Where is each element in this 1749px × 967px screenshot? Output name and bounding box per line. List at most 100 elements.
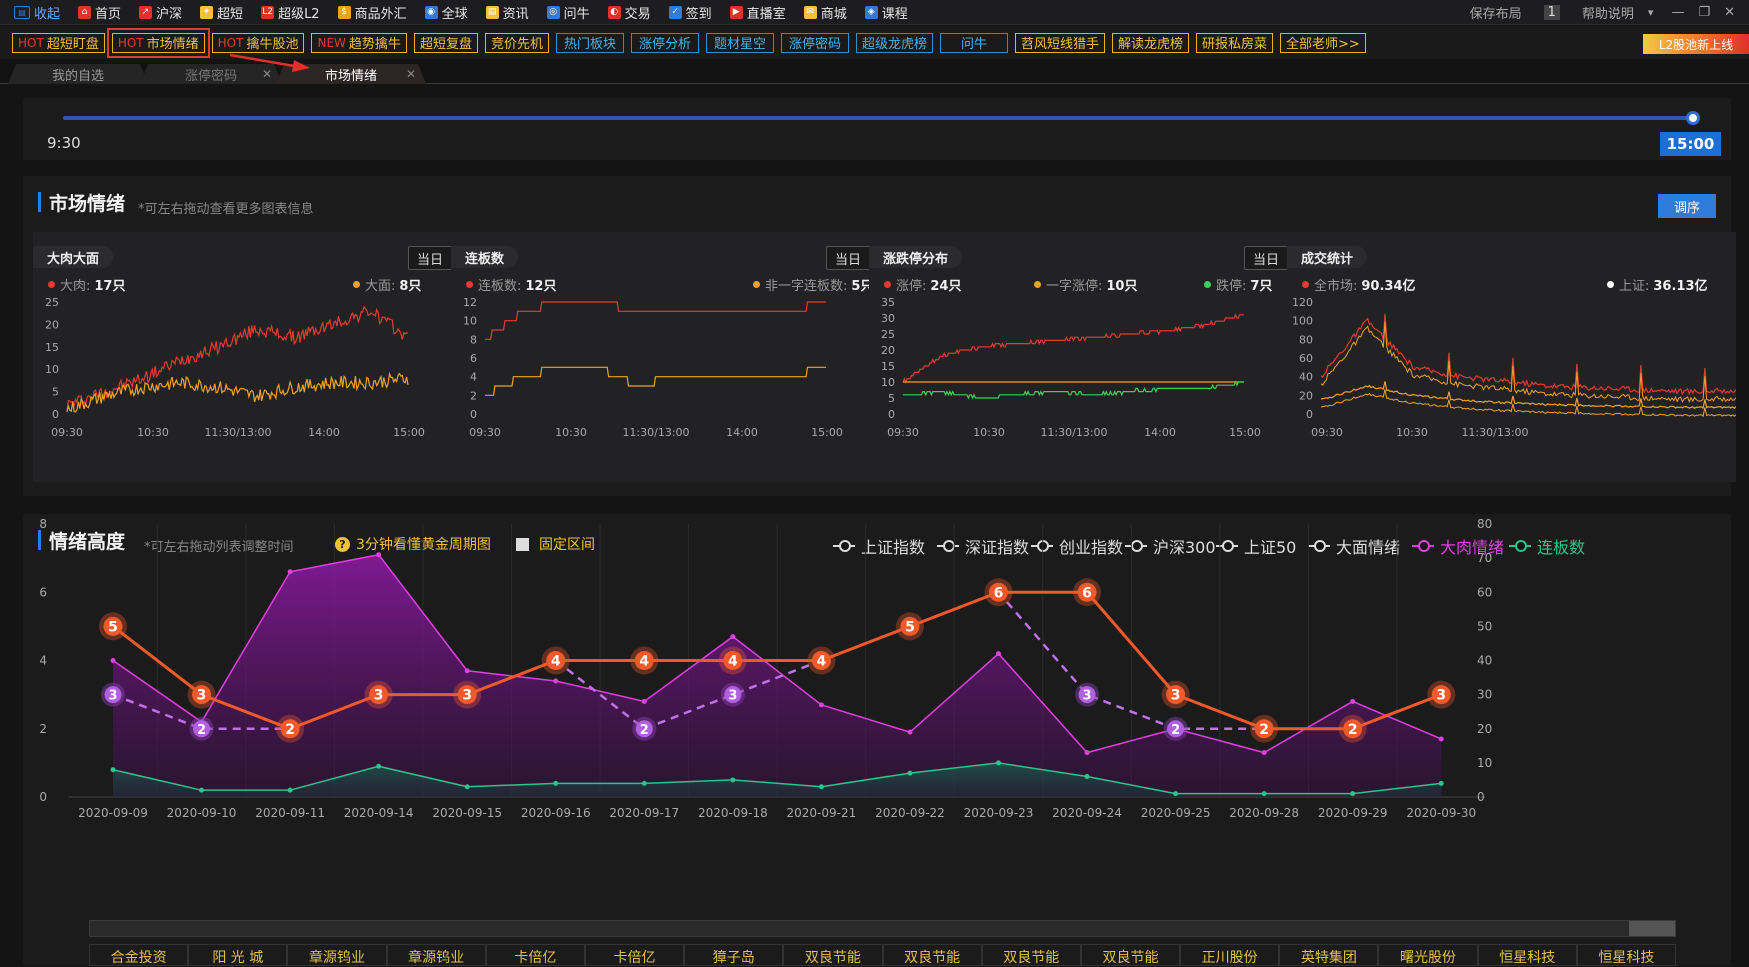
time-slider-track[interactable] bbox=[63, 116, 1693, 120]
tab-market-sentiment[interactable]: 市场情绪 ✕ bbox=[276, 64, 426, 84]
height-badge[interactable] bbox=[634, 651, 654, 670]
height-badge[interactable] bbox=[280, 719, 300, 739]
meat-sentiment-point[interactable] bbox=[996, 651, 1001, 657]
stock-cell[interactable]: 双良节能 bbox=[882, 944, 982, 966]
menu-item-8[interactable]: ◐ 交易 bbox=[607, 3, 651, 22]
height-badge[interactable] bbox=[192, 685, 212, 705]
menu-item-9[interactable]: ✓ 签到 bbox=[668, 3, 712, 22]
feature-tag[interactable]: NEW 趋势擒牛 bbox=[311, 32, 407, 53]
height-badge[interactable] bbox=[193, 720, 211, 738]
board-count-point[interactable] bbox=[376, 763, 382, 769]
board-count-point[interactable] bbox=[1350, 791, 1356, 797]
collapse-button[interactable]: ▤ 收起 bbox=[14, 3, 60, 22]
gold-cycle-help-link[interactable]: ? 3分钟看懂黄金周期图 bbox=[335, 534, 491, 554]
feature-tag[interactable]: 涨停分析 bbox=[630, 32, 699, 53]
board-count-point[interactable] bbox=[464, 784, 470, 790]
meat-sentiment-point[interactable] bbox=[730, 634, 736, 640]
chart-range-scrollbar[interactable] bbox=[89, 920, 1676, 937]
stock-cell[interactable]: 双良节能 bbox=[1080, 944, 1181, 966]
menu-item-1[interactable]: ↗ 沪深 bbox=[139, 3, 182, 22]
feature-tag[interactable]: 全部老师>> bbox=[1280, 32, 1366, 53]
board-count-point[interactable] bbox=[818, 784, 824, 790]
menu-item-10[interactable]: ▶ 直播室 bbox=[729, 3, 786, 22]
stock-cell[interactable]: 曙光股份 bbox=[1378, 944, 1478, 966]
stock-cell[interactable]: 卡倍亿 bbox=[584, 944, 685, 966]
menu-item-11[interactable]: ✉ 商城 bbox=[803, 3, 847, 22]
feature-tag[interactable]: HOT 超短盯盘 bbox=[12, 32, 105, 53]
feature-tag[interactable]: 超短复盘 bbox=[413, 32, 478, 53]
meat-sentiment-point[interactable] bbox=[818, 702, 824, 708]
series-toggle[interactable]: 深证指数 bbox=[937, 534, 1029, 558]
feature-tag[interactable]: 超级龙虎榜 bbox=[855, 32, 933, 53]
mini-line-chart[interactable]: 120 100 80 60 40 20 0 09:30 10:30 11:30/13:00 bbox=[1287, 294, 1736, 464]
board-count-point[interactable] bbox=[199, 787, 205, 793]
board-count-point[interactable] bbox=[1261, 791, 1267, 797]
series-toggle[interactable]: 沪深300 bbox=[1125, 534, 1216, 558]
stock-cell[interactable]: 双良节能 bbox=[783, 944, 883, 966]
feature-tag[interactable]: 题材星空 bbox=[705, 32, 774, 53]
board-count-point[interactable] bbox=[553, 780, 559, 786]
time-slider-handle[interactable] bbox=[1686, 111, 1700, 125]
meat-sentiment-point[interactable] bbox=[464, 668, 470, 674]
menu-item-6[interactable]: ▤ 资讯 bbox=[485, 3, 529, 22]
height-badge[interactable] bbox=[457, 685, 477, 705]
menu-item-3[interactable]: L2 超级L2 bbox=[261, 5, 320, 22]
stock-cell[interactable]: 正川股份 bbox=[1180, 944, 1280, 966]
reorder-button[interactable]: 调序 bbox=[1658, 194, 1716, 218]
series-toggle[interactable]: 上证50 bbox=[1216, 534, 1296, 558]
close-tab-icon[interactable]: ✕ bbox=[405, 67, 416, 81]
meat-sentiment-point[interactable] bbox=[553, 678, 559, 684]
stock-cell[interactable]: 合金投资 bbox=[89, 944, 189, 966]
feature-tag[interactable]: 问牛 bbox=[939, 32, 1008, 53]
menu-item-4[interactable]: $ 商品外汇 bbox=[337, 3, 407, 22]
series-toggle[interactable]: 大肉情绪 bbox=[1412, 534, 1504, 558]
feature-tag[interactable]: HOT 擒牛股池 bbox=[211, 32, 305, 53]
board-count-point[interactable] bbox=[730, 777, 736, 783]
menu-item-12[interactable]: ◈ 课程 bbox=[864, 3, 908, 22]
feature-tag[interactable]: 解读龙虎榜 bbox=[1112, 32, 1190, 53]
stock-cell[interactable]: 双良节能 bbox=[981, 944, 1081, 966]
meat-sentiment-point[interactable] bbox=[287, 569, 293, 575]
menu-item-7[interactable]: ◎ 问牛 bbox=[546, 3, 590, 22]
board-count-point[interactable] bbox=[1173, 791, 1179, 797]
stock-cell[interactable]: 阳 光 城 bbox=[188, 944, 288, 966]
meat-sentiment-point[interactable] bbox=[1261, 750, 1267, 756]
height-badge[interactable] bbox=[989, 582, 1008, 602]
maximize-icon[interactable]: ❐ bbox=[1698, 5, 1711, 20]
stock-cell[interactable]: 獐子岛 bbox=[684, 944, 784, 966]
board-count-point[interactable] bbox=[641, 780, 647, 786]
board-count-point[interactable] bbox=[110, 767, 116, 773]
stock-cell[interactable]: 章源钨业 bbox=[386, 944, 486, 966]
board-count-point[interactable] bbox=[1084, 774, 1090, 780]
height-badge[interactable] bbox=[103, 616, 123, 636]
board-count-point[interactable] bbox=[287, 787, 293, 793]
feature-tag[interactable]: 研报私房菜 bbox=[1196, 32, 1274, 53]
feature-tag[interactable]: 竞价先机 bbox=[484, 32, 549, 53]
height-badge[interactable] bbox=[1166, 685, 1186, 705]
meat-sentiment-point[interactable] bbox=[907, 729, 913, 735]
stock-cell[interactable]: 卡倍亿 bbox=[485, 944, 585, 966]
board-count-point[interactable] bbox=[1438, 780, 1444, 786]
tab-my-watchlist[interactable]: 我的自选 bbox=[8, 64, 148, 84]
feature-tag[interactable]: 热门板块 bbox=[555, 32, 624, 53]
height-badge[interactable] bbox=[1078, 686, 1096, 704]
height-badge[interactable] bbox=[724, 686, 742, 704]
feature-tag[interactable]: HOT 市场情绪 bbox=[106, 27, 210, 58]
height-badge[interactable] bbox=[900, 616, 920, 636]
minimize-icon[interactable]: — bbox=[1671, 5, 1685, 20]
feature-tag[interactable]: 涨停密码 bbox=[780, 32, 849, 53]
meat-sentiment-point[interactable] bbox=[1350, 698, 1356, 704]
meat-sentiment-point[interactable] bbox=[1084, 750, 1090, 756]
height-badge[interactable] bbox=[546, 651, 566, 670]
feature-tag[interactable]: 苕风短线猎手 bbox=[1014, 32, 1105, 53]
series-toggle[interactable]: 大面情绪 bbox=[1308, 534, 1400, 558]
stock-cell[interactable]: 英特集团 bbox=[1279, 944, 1379, 966]
dropdown-icon[interactable]: ▾ bbox=[1647, 6, 1654, 19]
meat-sentiment-point[interactable] bbox=[641, 698, 647, 704]
promo-banner[interactable]: L2股池新上线 bbox=[1643, 34, 1749, 54]
fixed-range-checkbox[interactable]: 固定区间 bbox=[516, 534, 595, 554]
height-badge[interactable] bbox=[1431, 685, 1451, 705]
height-badge[interactable] bbox=[1077, 582, 1097, 602]
save-layout-button[interactable]: 保存布局 bbox=[1469, 7, 1522, 22]
